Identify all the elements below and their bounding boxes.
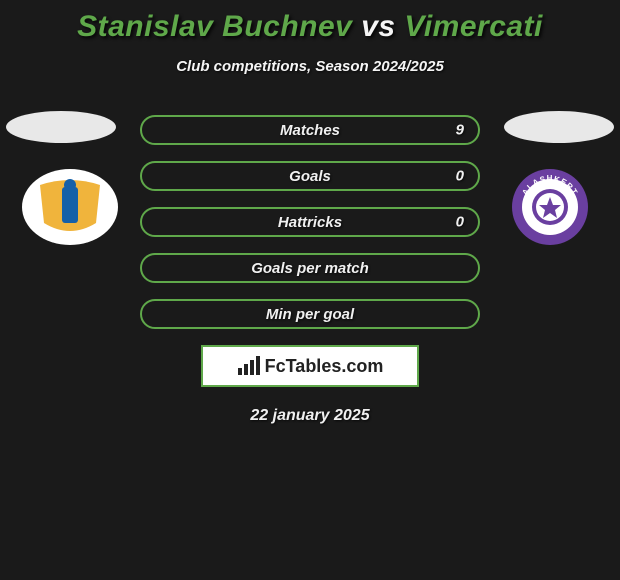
fctables-logo-box: FcTables.com bbox=[201, 345, 419, 387]
stat-row: Goals per match bbox=[140, 253, 480, 283]
date-line: 22 january 2025 bbox=[0, 407, 620, 425]
club-crest-left bbox=[20, 167, 120, 247]
stat-label: Min per goal bbox=[266, 306, 354, 323]
fctables-logo: FcTables.com bbox=[237, 356, 384, 377]
stat-label: Hattricks bbox=[278, 214, 342, 231]
stat-label: Goals per match bbox=[251, 260, 369, 277]
season-subtitle: Club competitions, Season 2024/2025 bbox=[0, 58, 620, 75]
crest-left-icon bbox=[20, 167, 120, 247]
stat-row: Hattricks 0 bbox=[140, 207, 480, 237]
comparison-title: Stanislav Buchnev vs Vimercati bbox=[0, 0, 620, 44]
stat-rows: Matches 9 Goals 0 Hattricks 0 Goals per match M… bbox=[140, 115, 480, 329]
stat-value-right: 9 bbox=[456, 122, 464, 139]
stats-area: ALASHKERT Matches9Goals0Hattricks0Goals … bbox=[0, 115, 620, 329]
player2-platform bbox=[504, 111, 614, 143]
bars-icon bbox=[237, 356, 261, 376]
stat-row: Min per goal bbox=[140, 299, 480, 329]
stat-label: Matches bbox=[280, 122, 340, 139]
stat-row: Goals 0 bbox=[140, 161, 480, 191]
fctables-text: FcTables.com bbox=[265, 356, 384, 377]
stat-label: Goals bbox=[289, 168, 331, 185]
stat-row: Matches 9 bbox=[140, 115, 480, 145]
stat-value-right: 0 bbox=[456, 214, 464, 231]
stat-value-right: 0 bbox=[456, 168, 464, 185]
vs-separator: vs bbox=[361, 10, 395, 43]
player2-name: Vimercati bbox=[404, 10, 542, 43]
club-crest-right: ALASHKERT bbox=[500, 167, 600, 247]
player1-platform bbox=[6, 111, 116, 143]
player1-name: Stanislav Buchnev bbox=[77, 10, 352, 43]
crest-right-icon: ALASHKERT bbox=[500, 167, 600, 247]
